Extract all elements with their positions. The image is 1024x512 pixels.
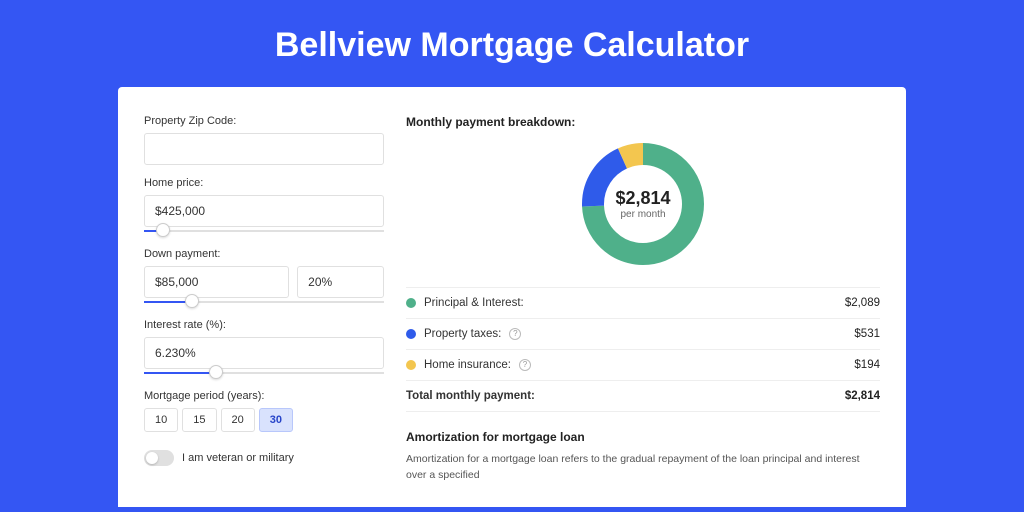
veteran-label: I am veteran or military (182, 452, 294, 464)
donut-amount: $2,814 (615, 188, 670, 209)
down-slider-thumb[interactable] (185, 294, 199, 308)
donut-sub: per month (620, 209, 665, 220)
legend-value: $2,089 (845, 297, 880, 309)
total-label: Total monthly payment: (406, 390, 535, 402)
legend-label: Home insurance: (424, 359, 511, 371)
legend-label: Principal & Interest: (424, 297, 524, 309)
legend-value: $194 (854, 359, 880, 371)
rate-slider-thumb[interactable] (209, 365, 223, 379)
veteran-toggle[interactable] (144, 450, 174, 466)
total-value: $2,814 (845, 390, 880, 402)
zip-label: Property Zip Code: (144, 115, 384, 127)
legend-row-insurance: Home insurance: ? $194 (406, 350, 880, 381)
dot-icon (406, 329, 416, 339)
rate-field: Interest rate (%): (144, 319, 384, 378)
form-column: Property Zip Code: Home price: Down paym… (144, 115, 384, 507)
price-label: Home price: (144, 177, 384, 189)
donut-center: $2,814 per month (578, 139, 708, 269)
price-slider[interactable] (144, 226, 384, 236)
help-icon[interactable]: ? (509, 328, 521, 340)
price-field: Home price: (144, 177, 384, 236)
period-btn-10[interactable]: 10 (144, 408, 178, 432)
breakdown-column: Monthly payment breakdown: $2,814 per mo… (406, 115, 880, 507)
legend-row-total: Total monthly payment: $2,814 (406, 381, 880, 412)
period-label: Mortgage period (years): (144, 390, 384, 402)
breakdown-title: Monthly payment breakdown: (406, 115, 880, 129)
legend-value: $531 (854, 328, 880, 340)
toggle-knob (146, 452, 158, 464)
period-btn-15[interactable]: 15 (182, 408, 216, 432)
period-btn-20[interactable]: 20 (221, 408, 255, 432)
legend-row-principal: Principal & Interest: $2,089 (406, 288, 880, 319)
dot-icon (406, 298, 416, 308)
amort-title: Amortization for mortgage loan (406, 430, 880, 444)
legend-row-taxes: Property taxes: ? $531 (406, 319, 880, 350)
amort-text: Amortization for a mortgage loan refers … (406, 452, 880, 484)
donut-wrap: $2,814 per month (406, 139, 880, 269)
down-field: Down payment: (144, 248, 384, 307)
page-title: Bellview Mortgage Calculator (0, 0, 1024, 87)
rate-input[interactable] (144, 337, 384, 369)
zip-input[interactable] (144, 133, 384, 165)
dot-icon (406, 360, 416, 370)
down-amount-input[interactable] (144, 266, 289, 298)
zip-field: Property Zip Code: (144, 115, 384, 165)
legend: Principal & Interest: $2,089 Property ta… (406, 287, 880, 412)
price-slider-thumb[interactable] (156, 223, 170, 237)
rate-slider[interactable] (144, 368, 384, 378)
legend-label: Property taxes: (424, 328, 501, 340)
donut-chart: $2,814 per month (578, 139, 708, 269)
veteran-row: I am veteran or military (144, 450, 384, 466)
period-btn-30[interactable]: 30 (259, 408, 293, 432)
amortization-section: Amortization for mortgage loan Amortizat… (406, 430, 880, 484)
help-icon[interactable]: ? (519, 359, 531, 371)
down-slider[interactable] (144, 297, 384, 307)
period-buttons: 10 15 20 30 (144, 408, 384, 432)
down-label: Down payment: (144, 248, 384, 260)
down-pct-input[interactable] (297, 266, 384, 298)
calculator-card: Property Zip Code: Home price: Down paym… (118, 87, 906, 507)
price-input[interactable] (144, 195, 384, 227)
period-field: Mortgage period (years): 10 15 20 30 (144, 390, 384, 432)
rate-label: Interest rate (%): (144, 319, 384, 331)
